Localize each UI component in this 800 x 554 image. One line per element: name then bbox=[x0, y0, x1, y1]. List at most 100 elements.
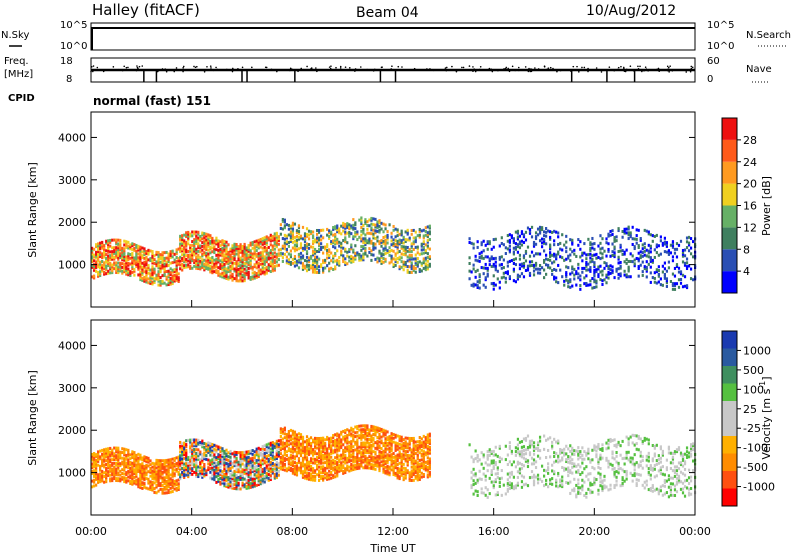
echo-pixel bbox=[647, 232, 650, 236]
echo-pixel bbox=[340, 243, 343, 247]
echo-pixel bbox=[299, 452, 303, 456]
echo-pixel bbox=[203, 474, 206, 478]
echo-pixel bbox=[404, 249, 407, 253]
nave-point bbox=[559, 69, 562, 72]
echo-pixel bbox=[95, 254, 98, 258]
echo-pixel bbox=[233, 258, 236, 262]
echo-pixel bbox=[344, 448, 347, 452]
echo-pixel bbox=[207, 441, 210, 445]
colorbar-tick-label: 8 bbox=[743, 243, 750, 256]
echo-pixel bbox=[287, 456, 291, 460]
echo-pixel bbox=[125, 261, 128, 265]
echo-pixel bbox=[201, 439, 204, 443]
echo-pixel bbox=[223, 474, 226, 478]
echo-pixel bbox=[153, 269, 156, 273]
echo-pixel bbox=[285, 469, 288, 473]
echo-pixel bbox=[153, 258, 156, 262]
echo-pixel bbox=[344, 430, 347, 434]
echo-pixel bbox=[255, 241, 258, 245]
echo-pixel bbox=[215, 257, 218, 261]
echo-pixel bbox=[183, 456, 186, 460]
echo-pixel bbox=[653, 234, 656, 238]
echo-pixel bbox=[181, 449, 184, 453]
echo-pixel bbox=[185, 456, 188, 460]
echo-pixel bbox=[191, 453, 194, 457]
echo-pixel bbox=[277, 248, 280, 252]
echo-pixel bbox=[97, 478, 100, 482]
nave-point bbox=[556, 70, 558, 73]
echo-pixel bbox=[354, 255, 357, 259]
echo-pixel bbox=[143, 483, 146, 487]
echo-pixel bbox=[109, 446, 112, 450]
echo-pixel bbox=[354, 456, 357, 460]
echo-pixel bbox=[498, 263, 501, 267]
nave-point bbox=[210, 67, 212, 69]
echo-pixel bbox=[95, 466, 98, 470]
echo-pixel bbox=[177, 259, 180, 263]
echo-pixel bbox=[225, 257, 228, 261]
echo-pixel bbox=[245, 265, 248, 269]
echo-pixel bbox=[105, 253, 108, 257]
echo-pixel bbox=[97, 244, 100, 248]
echo-pixel bbox=[197, 255, 200, 259]
echo-pixel bbox=[93, 266, 96, 270]
echo-pixel bbox=[185, 450, 188, 454]
echo-pixel bbox=[273, 268, 276, 272]
echo-pixel bbox=[269, 239, 272, 243]
echo-pixel bbox=[139, 484, 142, 488]
echo-pixel bbox=[498, 257, 501, 261]
echo-pixel bbox=[209, 251, 212, 255]
echo-pixel bbox=[396, 260, 399, 264]
echo-pixel bbox=[135, 243, 138, 247]
echo-pixel bbox=[420, 252, 423, 256]
echo-pixel bbox=[233, 483, 236, 487]
nave-point bbox=[426, 68, 428, 70]
echo-pixel bbox=[183, 241, 186, 245]
echo-pixel bbox=[287, 262, 291, 266]
echo-pixel bbox=[326, 475, 329, 479]
echo-pixel bbox=[271, 444, 274, 448]
echo-pixel bbox=[667, 266, 671, 270]
echo-pixel bbox=[239, 458, 242, 462]
echo-pixel bbox=[211, 477, 214, 481]
echo-pixel bbox=[157, 266, 160, 270]
echo-pixel bbox=[185, 439, 188, 443]
echo-pixel bbox=[332, 460, 335, 464]
echo-pixel bbox=[249, 260, 252, 264]
echo-pixel bbox=[301, 262, 305, 266]
echo-pixel bbox=[360, 443, 363, 447]
echo-pixel bbox=[111, 477, 114, 481]
echo-pixel bbox=[315, 436, 319, 440]
echo-pixel bbox=[549, 243, 552, 247]
echo-pixel bbox=[299, 467, 303, 471]
echo-pixel bbox=[173, 487, 176, 491]
echo-pixel bbox=[261, 237, 264, 241]
echo-pixel bbox=[213, 262, 216, 266]
echo-pixel bbox=[311, 266, 315, 270]
echo-pixel bbox=[139, 468, 142, 472]
echo-pixel bbox=[259, 453, 262, 457]
echo-pixel bbox=[585, 261, 588, 265]
echo-pixel bbox=[309, 254, 313, 258]
echo-pixel bbox=[414, 245, 417, 249]
echo-pixel bbox=[223, 467, 226, 471]
echo-pixel bbox=[549, 247, 552, 251]
echo-pixel bbox=[283, 245, 286, 249]
echo-pixel bbox=[229, 472, 232, 476]
echo-pixel bbox=[663, 240, 666, 244]
nave-point bbox=[629, 65, 632, 68]
echo-pixel bbox=[259, 239, 262, 243]
echo-pixel bbox=[163, 262, 166, 266]
echo-pixel bbox=[175, 481, 178, 485]
echo-pixel bbox=[555, 280, 558, 284]
echo-pixel bbox=[265, 477, 268, 481]
echo-pixel bbox=[573, 277, 576, 281]
echo-pixel bbox=[520, 239, 524, 243]
echo-pixel bbox=[551, 230, 554, 234]
echo-pixel bbox=[685, 257, 689, 261]
echo-pixel bbox=[322, 469, 325, 473]
echo-pixel bbox=[681, 285, 685, 289]
echo-pixel bbox=[215, 261, 218, 265]
echo-pixel bbox=[681, 254, 685, 258]
echo-pixel bbox=[161, 489, 164, 493]
